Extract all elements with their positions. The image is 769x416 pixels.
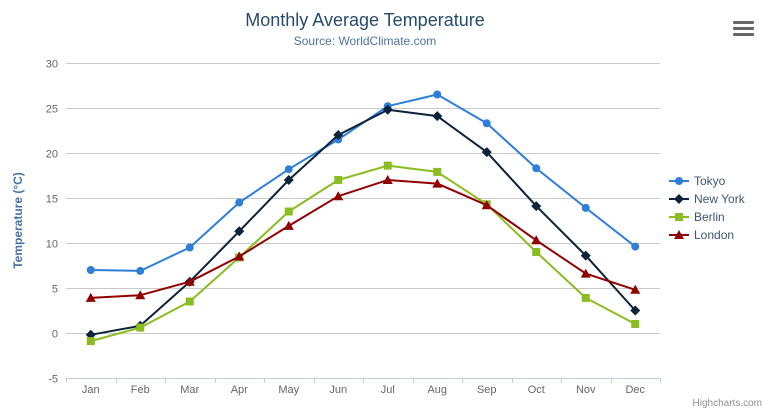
diamond-marker: [333, 130, 344, 140]
square-marker: [675, 213, 683, 221]
legend-item-tokyo[interactable]: Tokyo: [669, 174, 745, 188]
legend-marker-tokyo: [669, 177, 689, 185]
x-tick-label: Dec: [625, 384, 645, 396]
x-tick-label: Apr: [231, 384, 248, 396]
circle-marker: [284, 165, 293, 174]
legend-label-berlin: Berlin: [694, 210, 725, 224]
triangle-marker: [382, 175, 393, 184]
square-marker: [86, 337, 95, 346]
square-marker: [284, 207, 293, 216]
y-tick-label: 5: [52, 284, 58, 296]
triangle-marker: [580, 268, 591, 278]
chart-title: Monthly Average Temperature: [245, 10, 485, 30]
legend-label-london: London: [694, 228, 735, 242]
hamburger-icon: [733, 33, 754, 36]
series-london[interactable]: [85, 175, 641, 302]
hamburger-icon: [733, 27, 754, 30]
chart-subtitle: Source: WorldClimate.com: [293, 34, 437, 48]
triangle-marker: [135, 290, 146, 300]
triangle-marker: [531, 235, 542, 245]
x-tick-label: Aug: [427, 384, 447, 396]
diamond-marker: [674, 194, 684, 204]
circle-marker: [581, 203, 590, 212]
diamond-marker: [234, 226, 245, 237]
x-tick-label: Feb: [131, 384, 150, 396]
diamond-marker: [531, 201, 542, 212]
y-tick-label: -5: [48, 374, 58, 386]
series-line-berlin[interactable]: [90, 164, 636, 343]
y-tick-label: 15: [46, 194, 58, 206]
diamond-marker: [630, 305, 641, 316]
square-marker: [136, 323, 145, 332]
square-marker: [631, 320, 640, 328]
circle-marker: [136, 266, 145, 275]
triangle-marker: [481, 200, 492, 210]
square-marker: [532, 248, 541, 256]
y-tick-label: 25: [46, 104, 58, 116]
square-marker: [581, 293, 590, 302]
series-tokyo[interactable]: [86, 90, 640, 275]
y-tick-label: 30: [46, 59, 58, 71]
circle-marker: [433, 90, 442, 99]
legend-marker-london: [669, 230, 689, 239]
legend-item-berlin[interactable]: Berlin: [669, 210, 745, 224]
series-line-tokyo[interactable]: [90, 93, 636, 272]
circle-marker: [185, 243, 194, 252]
triangle-marker: [674, 230, 684, 239]
legend-label-tokyo: Tokyo: [694, 174, 726, 188]
legend-marker-berlin: [669, 213, 689, 221]
chart-context-menu-button[interactable]: [733, 21, 754, 36]
hamburger-icon: [733, 21, 754, 24]
x-tick-label: Nov: [576, 384, 596, 396]
series-line-london[interactable]: [90, 179, 636, 299]
x-tick-label: Jun: [329, 384, 347, 396]
triangle-marker: [283, 220, 294, 230]
triangle-marker: [184, 276, 195, 286]
triangle-marker: [432, 178, 443, 188]
circle-marker: [482, 119, 491, 128]
square-marker: [334, 176, 343, 184]
triangle-marker: [333, 191, 344, 201]
diamond-marker: [580, 250, 591, 261]
series-line-new-york[interactable]: [90, 108, 636, 336]
circle-marker: [675, 177, 683, 185]
series-new-york[interactable]: [85, 104, 641, 340]
x-tick-label: May: [278, 384, 299, 396]
y-tick-label: 20: [46, 149, 58, 161]
legend-item-new-york[interactable]: New York: [669, 192, 745, 206]
diamond-marker: [283, 175, 294, 185]
diamond-marker: [481, 147, 492, 158]
circle-marker: [235, 198, 244, 207]
y-tick-label: 0: [52, 329, 58, 341]
circle-marker: [86, 266, 95, 274]
y-tick-label: 10: [46, 239, 58, 251]
triangle-marker: [85, 292, 96, 302]
triangle-marker: [234, 251, 245, 261]
x-tick-label: Mar: [180, 384, 199, 396]
circle-marker: [631, 242, 640, 251]
x-tick-label: Sep: [477, 384, 497, 396]
y-axis-title: Temperature (°C): [11, 172, 25, 269]
triangle-marker: [630, 284, 641, 294]
x-tick-label: Oct: [528, 384, 545, 396]
circle-marker: [532, 164, 541, 173]
diamond-marker: [382, 104, 393, 115]
square-marker: [433, 167, 442, 176]
chart-legend: Tokyo New York Berlin London: [669, 174, 745, 242]
square-marker: [383, 161, 392, 170]
credits-link[interactable]: Highcharts.com: [692, 398, 762, 409]
legend-marker-new-york: [669, 194, 689, 204]
legend-label-new-york: New York: [694, 192, 745, 206]
x-tick-label: Jul: [381, 384, 395, 396]
x-tick-label: Jan: [82, 384, 100, 396]
diamond-marker: [432, 111, 443, 122]
legend-item-london[interactable]: London: [669, 228, 745, 242]
square-marker: [185, 297, 194, 306]
